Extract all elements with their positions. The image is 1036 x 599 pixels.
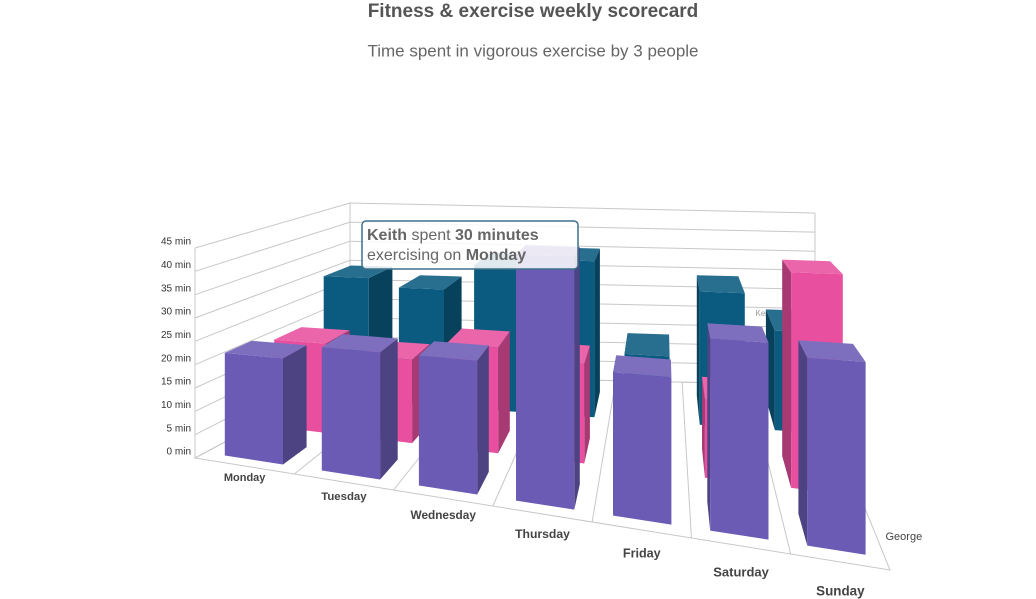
x-tick-label: Thursday (515, 527, 570, 541)
bar (224, 340, 307, 465)
bar-side (477, 345, 489, 495)
bar-top (696, 275, 745, 294)
bar-side (798, 340, 808, 546)
y-tick-label: 20 min (161, 353, 191, 364)
bar (707, 323, 769, 540)
y-tick-label: 40 min (161, 260, 191, 271)
bar-side (594, 248, 600, 418)
grid-line (194, 221, 816, 272)
bar-front (516, 254, 575, 510)
bar-top (782, 259, 843, 275)
series-label: George (886, 531, 923, 543)
y-tick-label: 45 min (161, 237, 191, 248)
x-tick-label: Saturday (713, 564, 769, 579)
tooltip-box (361, 220, 579, 270)
bar-front (807, 357, 866, 555)
bar-side (707, 323, 711, 531)
tooltip: Keith spent 30 minutes exercising on Mon… (361, 220, 579, 270)
bar-top (321, 334, 398, 353)
plot: 0 min 5 min 10 min 15 min 20 min 25 min 30 min… (161, 202, 923, 599)
bar-side (283, 345, 307, 465)
series-label: Keith (756, 309, 774, 318)
bar-front (613, 372, 672, 525)
bar-front (321, 347, 381, 480)
tooltip-text: Monday (466, 247, 527, 264)
bar-front (418, 355, 478, 495)
x-tick-label: Wednesday (411, 508, 477, 522)
y-tick-label: 25 min (161, 330, 191, 341)
grid-line (194, 202, 816, 249)
floor-line (681, 382, 692, 539)
bar (798, 340, 866, 555)
chart-title: Fitness & exercise weekly scorecard (368, 1, 699, 22)
y-tick-label: 10 min (161, 400, 191, 411)
x-tick-label: Sunday (816, 584, 865, 599)
bar-top (398, 275, 462, 290)
bar-top (418, 341, 489, 361)
bar-top (798, 340, 866, 362)
chart-subtitle: Time spent in vigorous exercise by 3 peo… (367, 41, 698, 60)
x-tick-label: Monday (224, 472, 266, 484)
floor-line (591, 380, 617, 523)
grid-line (194, 240, 816, 296)
bar-side (584, 345, 590, 464)
bar-front (224, 352, 283, 465)
bar (516, 245, 580, 510)
y-tick-label: 35 min (161, 283, 191, 294)
tooltip-text: spent (407, 227, 455, 244)
tooltip-line: exercising on Monday (367, 247, 526, 264)
bar-top (624, 333, 670, 357)
bar-side (380, 338, 398, 480)
bar (321, 334, 398, 480)
grid-line (194, 259, 816, 319)
bar-top (707, 323, 769, 343)
y-tick-label: 5 min (167, 423, 191, 434)
tooltip-text: exercising on (367, 247, 466, 264)
bar-front (710, 338, 769, 540)
y-tick-label: 0 min (167, 447, 191, 458)
y-tick-label: 15 min (161, 377, 191, 388)
tooltip-text: 30 minutes (455, 227, 539, 244)
bar-side (696, 275, 700, 425)
bar-side (574, 247, 580, 510)
x-tick-label: Tuesday (321, 491, 367, 503)
bar-side (702, 376, 705, 478)
bar-top (446, 328, 510, 348)
bar (613, 355, 672, 525)
tooltip-line: Keith spent 30 minutes (367, 227, 539, 244)
bar-top (613, 355, 672, 378)
bar (418, 341, 489, 495)
bar-side (498, 331, 510, 454)
bar-side (782, 259, 792, 488)
tooltip-text: Keith (367, 227, 407, 244)
y-tick-label: 30 min (161, 307, 191, 318)
bar-top (274, 327, 350, 344)
bar-top (224, 340, 307, 359)
x-tick-label: Friday (623, 546, 661, 560)
